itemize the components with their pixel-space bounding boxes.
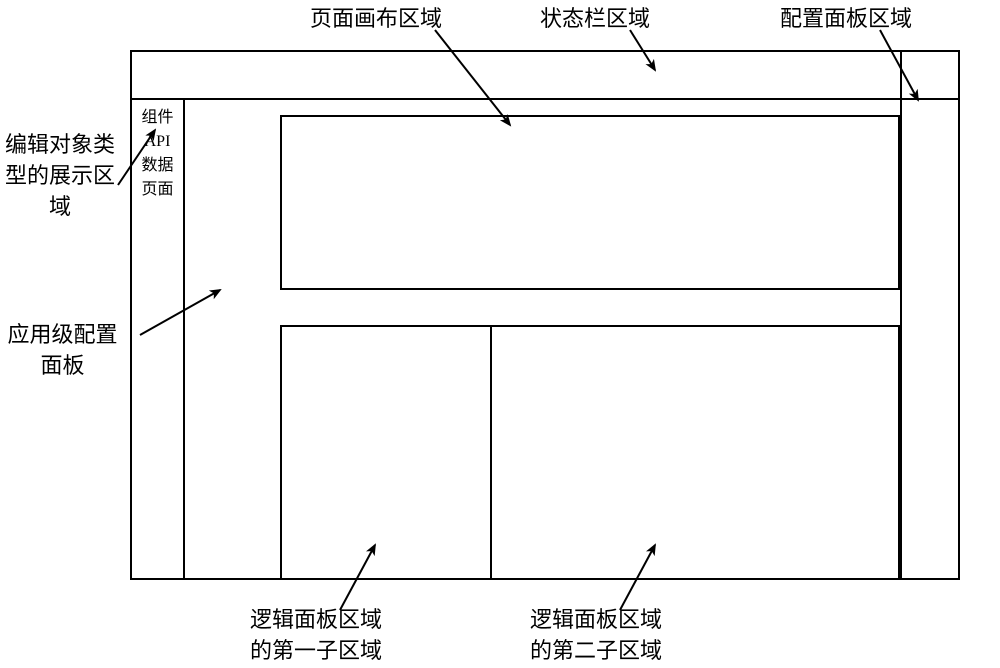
arrow-logic1 — [340, 545, 375, 610]
arrow-status — [630, 30, 655, 70]
arrows-layer — [0, 0, 1000, 668]
arrow-canvas — [435, 30, 510, 125]
arrow-config — [880, 30, 918, 100]
arrow-appcfg — [140, 290, 220, 335]
arrow-logic2 — [620, 545, 655, 610]
arrow-display — [118, 130, 155, 185]
